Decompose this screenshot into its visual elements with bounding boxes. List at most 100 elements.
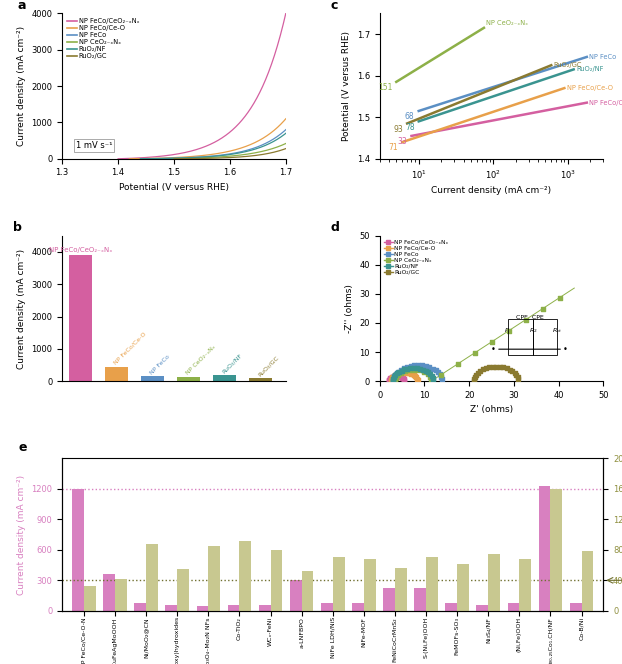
Bar [103, 574, 115, 611]
Point [513, 374, 523, 384]
Text: NP CeO₂₋ₓNₓ: NP CeO₂₋ₓNₓ [185, 344, 216, 376]
Point [469, 374, 479, 384]
Text: •: • [563, 345, 568, 354]
Point [413, 360, 423, 371]
Bar [508, 603, 519, 611]
Point [405, 365, 415, 375]
Bar [352, 603, 364, 611]
Y-axis label: -Z'' (ohms): -Z'' (ohms) [345, 284, 354, 333]
Point [393, 371, 403, 382]
Point [470, 347, 480, 358]
Text: RuO₂/GC: RuO₂/GC [554, 62, 582, 68]
X-axis label: Current density (mA cm⁻²): Current density (mA cm⁻²) [432, 187, 552, 195]
Bar [582, 551, 593, 611]
Point [409, 370, 419, 380]
Point [485, 362, 494, 373]
Text: 68: 68 [405, 112, 415, 122]
Point [395, 371, 405, 382]
Bar [333, 557, 345, 611]
Point [397, 367, 407, 378]
Point [407, 369, 417, 380]
Text: NP FeCo/CeO₂₋ₓNₓ: NP FeCo/CeO₂₋ₓNₓ [589, 100, 622, 106]
Text: RuO₂/NF: RuO₂/NF [221, 353, 243, 374]
Point [391, 376, 401, 386]
Point [406, 369, 415, 379]
Point [392, 371, 402, 381]
Point [391, 370, 401, 380]
Point [412, 375, 422, 386]
Point [423, 369, 433, 380]
Point [384, 374, 394, 384]
X-axis label: Potential (V versus RHE): Potential (V versus RHE) [119, 183, 229, 192]
Point [384, 375, 394, 386]
Point [409, 363, 419, 373]
Point [402, 363, 412, 374]
Point [406, 361, 415, 371]
Point [436, 370, 446, 380]
Point [399, 367, 409, 378]
Point [391, 373, 401, 383]
Point [388, 376, 398, 386]
Y-axis label: Potential (V versus RHE): Potential (V versus RHE) [342, 31, 351, 141]
Point [509, 368, 519, 378]
Point [393, 367, 403, 377]
Point [504, 325, 514, 336]
Bar [364, 559, 376, 611]
Bar [426, 557, 438, 611]
Point [409, 360, 419, 371]
Point [389, 371, 399, 381]
Point [491, 361, 501, 372]
Point [555, 292, 565, 303]
Point [417, 360, 427, 371]
Bar [445, 603, 457, 611]
Point [392, 368, 402, 378]
Text: 93: 93 [393, 125, 403, 133]
Point [437, 371, 447, 382]
Point [412, 373, 422, 384]
Text: 71: 71 [388, 143, 398, 153]
Point [423, 367, 433, 378]
Point [521, 314, 531, 325]
Point [428, 373, 438, 383]
Text: $R_{ct}$: $R_{ct}$ [552, 326, 563, 335]
Point [498, 362, 508, 373]
Bar [228, 606, 239, 611]
Point [511, 370, 521, 380]
Point [429, 374, 439, 385]
Text: d: d [330, 221, 340, 234]
Text: 1 mV s⁻¹: 1 mV s⁻¹ [76, 141, 112, 150]
Bar [165, 606, 177, 611]
Text: NP FeCo/CeO₂₋ₓNₓ: NP FeCo/CeO₂₋ₓNₓ [49, 247, 112, 253]
Text: NP FeCo: NP FeCo [589, 54, 616, 60]
Point [406, 363, 415, 374]
Point [513, 372, 522, 382]
Point [388, 372, 397, 382]
Point [394, 367, 404, 377]
Point [394, 371, 404, 382]
Bar [395, 568, 407, 611]
Point [415, 365, 425, 376]
Point [538, 303, 548, 314]
Bar [115, 579, 127, 611]
Point [425, 372, 435, 382]
Bar [414, 588, 426, 611]
Point [387, 372, 397, 382]
Bar [271, 550, 282, 611]
Point [475, 365, 485, 376]
Point [508, 366, 518, 376]
Bar [68, 255, 92, 381]
Text: b: b [13, 221, 22, 234]
Bar [239, 540, 251, 611]
Point [396, 367, 406, 378]
Point [399, 375, 409, 386]
Point [385, 373, 395, 384]
Point [424, 362, 434, 373]
Point [426, 375, 436, 386]
Text: NP FeCo/Ce-O: NP FeCo/Ce-O [113, 331, 147, 366]
Point [402, 367, 412, 378]
Bar [302, 571, 313, 611]
Text: CPE  CPE: CPE CPE [516, 315, 544, 320]
Point [428, 363, 438, 374]
Point [390, 370, 400, 380]
Text: RuO₂/NF: RuO₂/NF [576, 66, 603, 72]
